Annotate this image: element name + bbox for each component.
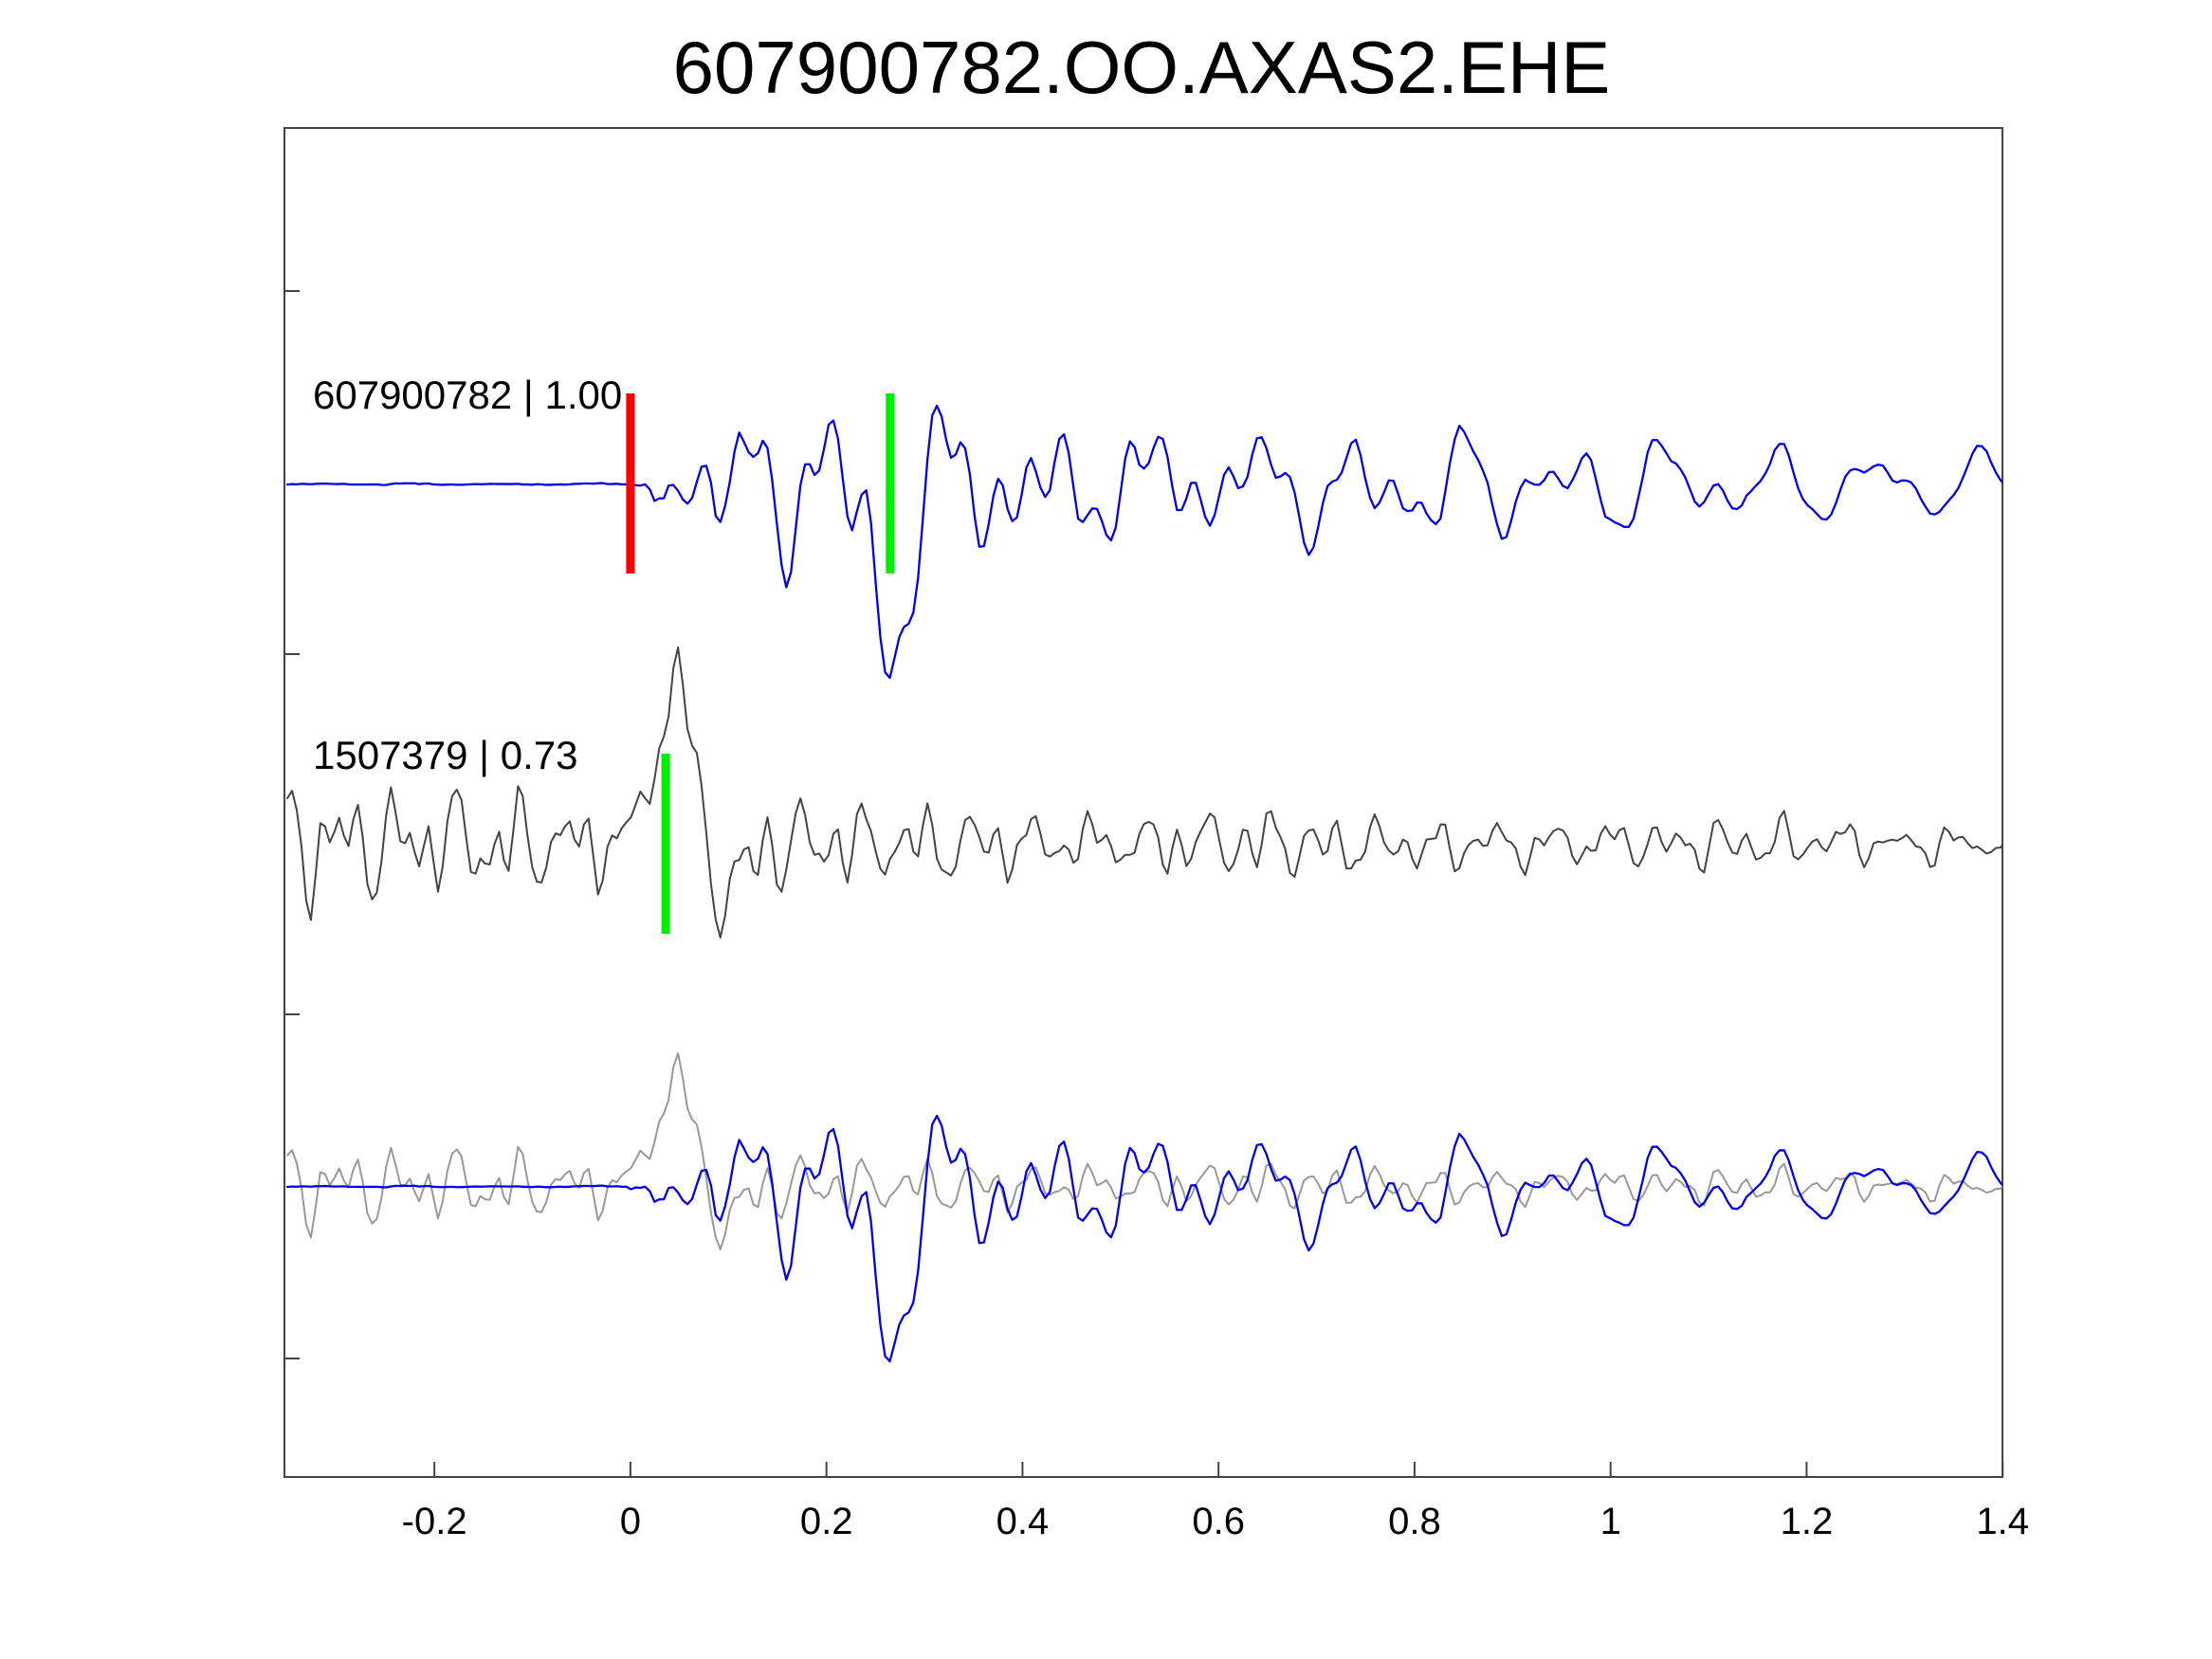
svg-text:607900782 | 1.00: 607900782 | 1.00 bbox=[313, 373, 622, 417]
svg-text:0.4: 0.4 bbox=[996, 1501, 1050, 1542]
svg-text:0: 0 bbox=[620, 1501, 641, 1542]
svg-text:0.8: 0.8 bbox=[1388, 1501, 1441, 1542]
svg-text:607900782.OO.AXAS2.EHE: 607900782.OO.AXAS2.EHE bbox=[673, 26, 1611, 109]
svg-text:-0.2: -0.2 bbox=[402, 1501, 467, 1542]
svg-text:1507379 | 0.73: 1507379 | 0.73 bbox=[313, 733, 578, 777]
svg-text:1.2: 1.2 bbox=[1781, 1501, 1834, 1542]
svg-text:0.6: 0.6 bbox=[1192, 1501, 1245, 1542]
svg-text:0.2: 0.2 bbox=[800, 1501, 853, 1542]
svg-text:1: 1 bbox=[1600, 1501, 1621, 1542]
svg-text:1.4: 1.4 bbox=[1976, 1501, 2029, 1542]
